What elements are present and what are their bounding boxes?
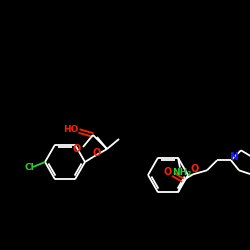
Text: O: O [164,167,172,177]
Text: NH₂: NH₂ [172,168,192,177]
Text: N: N [230,152,238,162]
Text: Cl: Cl [24,164,34,172]
Text: O: O [73,144,81,154]
Text: O: O [93,148,101,158]
Text: HO: HO [63,124,79,134]
Text: O: O [191,164,199,174]
